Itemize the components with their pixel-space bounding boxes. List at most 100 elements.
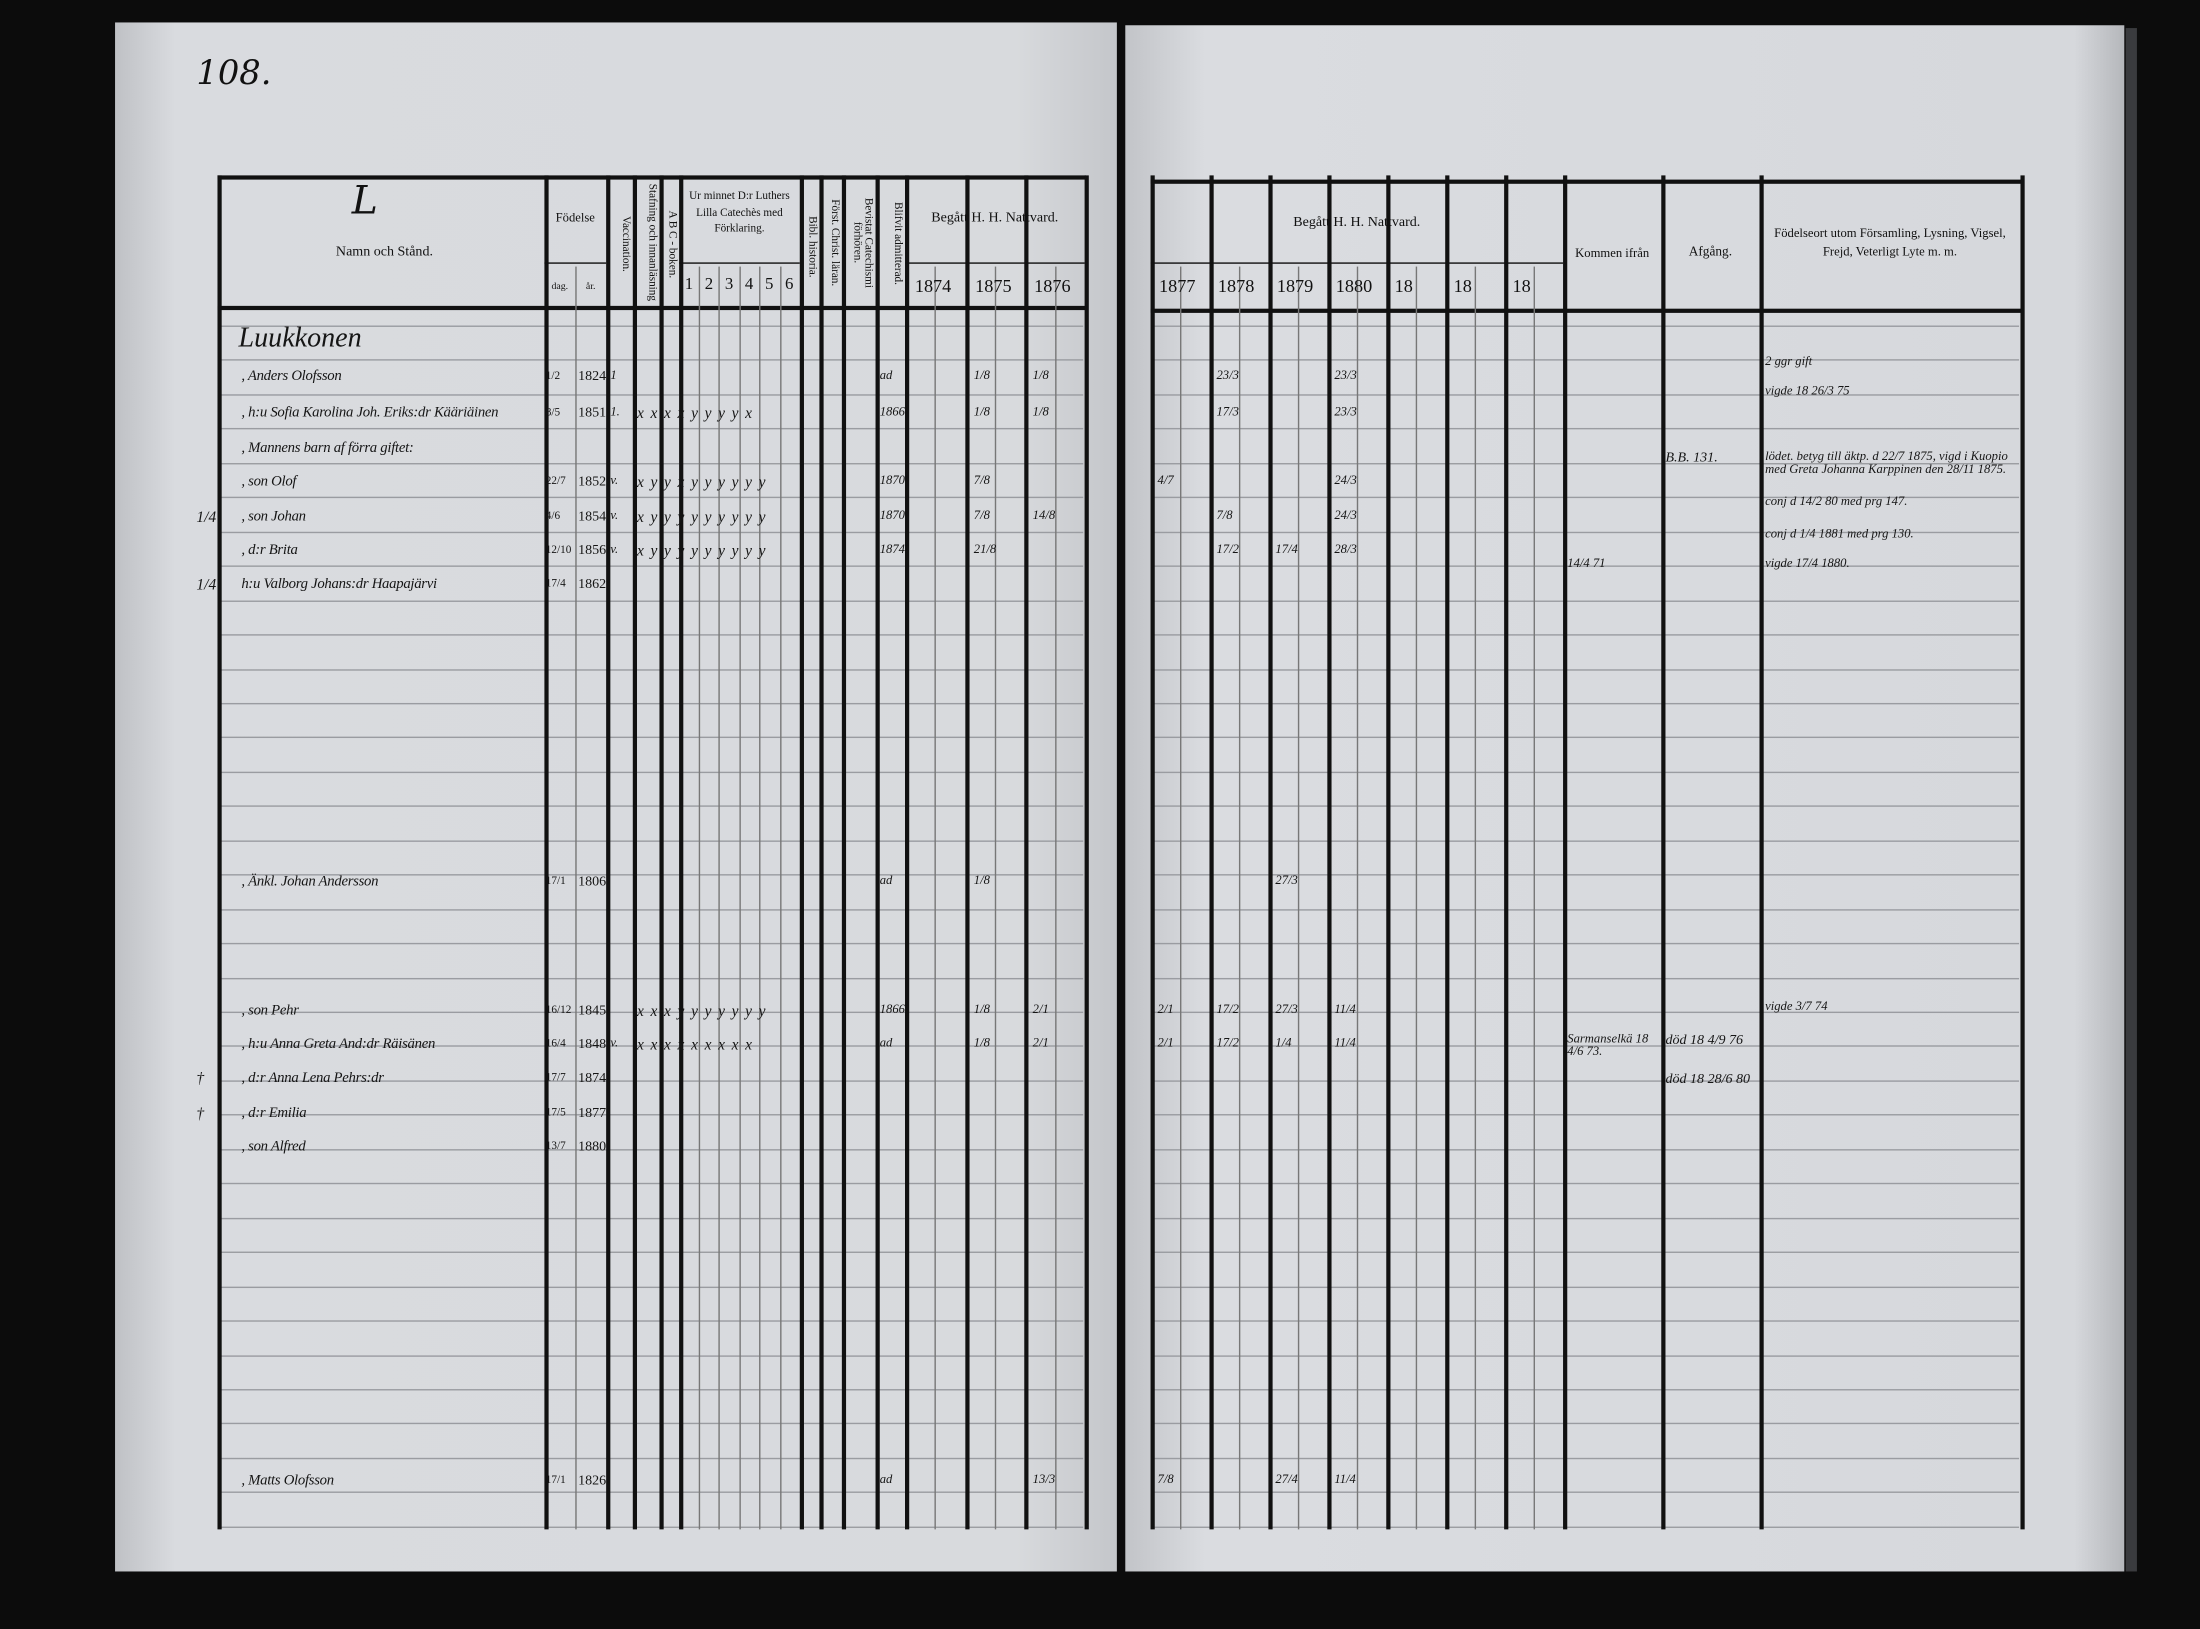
person-name: , son Pehr	[241, 1003, 299, 1019]
row-rule	[220, 840, 1084, 842]
row-rule	[220, 359, 1084, 362]
column-border	[1661, 175, 1665, 1530]
communion-1875: 1/8	[973, 1035, 990, 1050]
birth-day: 17/1	[545, 1473, 566, 1486]
page-number: 108.	[196, 53, 272, 93]
column-subrule	[1415, 266, 1418, 1530]
communion-1877: 2/1	[1157, 1001, 1174, 1016]
column-border	[1084, 175, 1089, 1530]
row-rule	[1153, 840, 2020, 842]
communion-1877: 4/7	[1157, 472, 1174, 487]
header-bible-history: Bibl. historia.	[806, 216, 820, 278]
column-border	[679, 175, 683, 1530]
column-border	[1563, 175, 1567, 1530]
admitted-value: 1866	[879, 1001, 905, 1016]
communion-1875: 1/8	[973, 367, 990, 382]
person-name: , son Olof	[241, 474, 297, 490]
note: lödet. betyg till äktp. d 22/7 1875, vig…	[1765, 448, 2008, 477]
row-rule	[220, 1114, 1084, 1116]
row-rule	[220, 1217, 1084, 1219]
person-name: , son Johan	[241, 509, 306, 525]
note: 2 ggr gift	[1765, 353, 1813, 368]
communion-1880: 11/4	[1334, 1471, 1356, 1486]
communion-1878: 7/8	[1216, 507, 1233, 522]
catechism-part-1: 1	[684, 273, 694, 294]
column-border	[965, 175, 969, 1530]
admitted-value: 1870	[879, 472, 905, 487]
communion-1880: 24/3	[1334, 507, 1357, 522]
vaccination-mark: v.	[610, 1035, 619, 1050]
year-1879: 1879	[1276, 275, 1314, 297]
row-rule	[220, 1320, 1084, 1322]
communion-1878: 17/3	[1216, 404, 1239, 419]
communion-1876: 2/1	[1032, 1001, 1049, 1016]
column-subrule	[718, 266, 720, 1530]
column-border	[1268, 175, 1272, 1530]
birth-year: 1874	[578, 1070, 607, 1086]
reading-marks: x y y x y y y y y y	[637, 474, 767, 492]
row-rule	[220, 1526, 1084, 1528]
person-name: , Matts Olofsson	[241, 1473, 334, 1489]
row-rule	[1153, 497, 2020, 499]
row-rule	[220, 1045, 1084, 1048]
person-name: , Anders Olofsson	[241, 369, 342, 385]
birth-year: 1877	[578, 1105, 607, 1122]
header-birth-year: år.	[585, 280, 596, 292]
birth-year: 1806	[578, 874, 607, 890]
column-subrule	[994, 266, 997, 1530]
birth-year: 1824	[578, 369, 607, 385]
admitted-value: 1874	[879, 541, 905, 556]
birth-day: 17/7	[545, 1070, 566, 1084]
communion-1876: 14/8	[1032, 507, 1056, 522]
header-birth-day: dag.	[551, 280, 569, 292]
communion-1880: 11/4	[1334, 1001, 1356, 1016]
note: vigde 3/7 74	[1765, 999, 1828, 1014]
communion-1876: 13/3	[1032, 1471, 1056, 1486]
row-rule	[1153, 874, 2020, 876]
row-rule	[220, 497, 1084, 499]
column-subrule	[780, 266, 782, 1530]
row-rule	[1153, 634, 2020, 636]
year-1876: 1876	[1034, 275, 1071, 297]
communion-1880: 11/4	[1334, 1035, 1356, 1050]
departure: död 18 28/6 80	[1665, 1071, 1751, 1088]
row-rule	[1153, 943, 2020, 945]
row-rule	[1153, 428, 2020, 430]
row-rule	[1153, 1114, 2020, 1116]
row-rule	[220, 943, 1084, 945]
column-subrule	[1055, 266, 1057, 1530]
column-border	[2020, 175, 2024, 1530]
subheader-rule	[1150, 262, 1564, 264]
header-communion-right: Begått H. H. Nattvard.	[1293, 214, 1421, 231]
right-page	[1125, 25, 2125, 1572]
column-subrule	[1297, 266, 1300, 1530]
departure: död 18 4/9 76	[1665, 1032, 1744, 1049]
row-rule	[1153, 394, 2020, 396]
birth-day: 17/5	[545, 1105, 566, 1119]
row-rule	[220, 805, 1084, 808]
row-rule	[220, 977, 1084, 979]
header-abc-book: A B C - boken.	[666, 210, 680, 278]
column-border	[659, 175, 663, 1530]
status-mark: †	[196, 1105, 205, 1123]
header-notes: Födelseort utom Församling, Lysning, Vig…	[1774, 225, 2006, 258]
column-border	[1386, 175, 1390, 1530]
year-1874: 1874	[914, 275, 952, 297]
note: conj d 1/4 1881 med prg 130.	[1765, 526, 1914, 541]
left-page	[115, 22, 1117, 1572]
person-name: , Mannens barn af förra giftet:	[241, 440, 414, 457]
year-1878: 1878	[1217, 275, 1255, 297]
reading-marks: x x x x x x x x x	[637, 1036, 754, 1054]
communion-1875: 21/8	[973, 541, 997, 556]
birth-year: 1826	[578, 1473, 607, 1489]
column-border	[904, 175, 909, 1530]
header-catechism: Ur minnet D:r Luthers Lilla Catechès med…	[689, 189, 790, 235]
communion-1877: 7/8	[1157, 1471, 1174, 1486]
column-border	[1209, 175, 1213, 1530]
column-border	[1445, 175, 1449, 1530]
header-vaccination: Vaccination.	[620, 216, 633, 273]
birth-day: 16/12	[545, 1003, 572, 1016]
page-stack-edge	[2125, 28, 2137, 1572]
status-mark: †	[196, 1070, 205, 1088]
row-rule	[1153, 599, 2020, 602]
